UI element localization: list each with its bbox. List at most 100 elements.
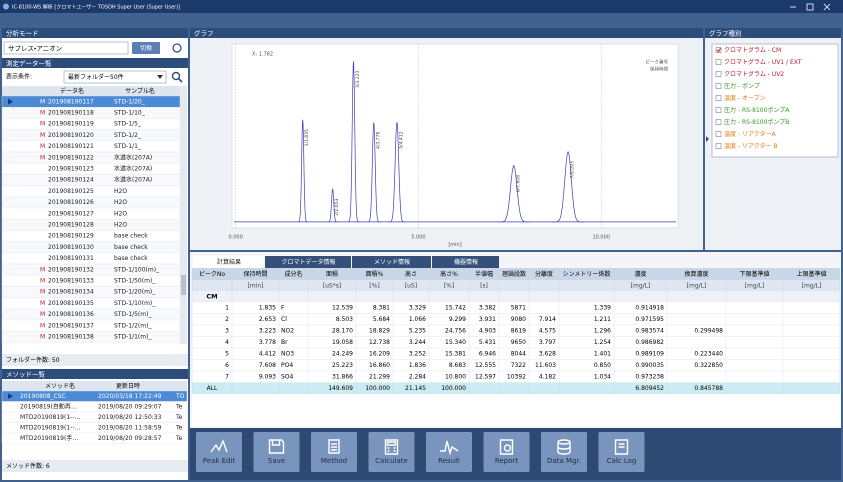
method-cell: Te (175, 435, 183, 442)
tab[interactable] (432, 256, 499, 268)
toolbar-button-label[interactable]: Report (495, 457, 518, 465)
graph-type-label[interactable]: 圧力 - RS-8100ポンプB (724, 118, 789, 126)
toolbar-button-label[interactable]: Method (321, 457, 347, 465)
checkbox[interactable] (715, 59, 722, 65)
checkbox[interactable] (715, 83, 722, 89)
sample-name: H2O (114, 222, 127, 229)
table-cell: 8.381 (373, 305, 390, 312)
toolbar-button-label[interactable]: Calculate (375, 457, 408, 465)
data-name: 201908190126 (48, 199, 94, 206)
sample-name: STD-1/20_ (114, 98, 146, 105)
method-cell: 2019/08/20 09:29:07 (98, 404, 162, 411)
table-cell: ALL (207, 385, 218, 392)
checkbox[interactable] (715, 47, 722, 53)
tab[interactable] (265, 256, 351, 268)
checkbox[interactable] (715, 143, 722, 149)
tab-label[interactable]: 計算結果 (217, 258, 241, 266)
table-cell: 0.914918 (635, 305, 664, 312)
maximize[interactable] (806, 3, 814, 11)
graph-type-label[interactable]: クロマトグラム - UV1 / EXT (724, 58, 802, 66)
toolbar-button-label[interactable]: Data Mgr. (547, 457, 581, 465)
table-cell: 5 (225, 351, 229, 358)
refresh-icon[interactable] (172, 43, 182, 53)
table-cell: 4.903 (479, 328, 496, 335)
list-header (2, 381, 187, 391)
method-flag: M (40, 121, 45, 128)
toolbar-icon (440, 440, 459, 456)
column-unit: [min] (248, 283, 264, 290)
scrollbar (180, 86, 187, 344)
table-cell: 7.608 (259, 362, 276, 369)
column-unit: [%] (444, 283, 454, 290)
collapse-arrow (706, 136, 709, 142)
table-cell: 1.034 (594, 374, 611, 381)
toolbar-button[interactable] (253, 432, 300, 472)
toolbar-button-label[interactable]: Peak Edit (203, 457, 236, 465)
toolbar-button[interactable] (541, 432, 587, 472)
graph-type-label[interactable]: 圧力 - ポンプ (724, 82, 760, 90)
graph-type-label[interactable]: クロマトグラム - UV2 (724, 70, 784, 78)
tab[interactable] (352, 256, 431, 268)
checkbox[interactable] (715, 107, 722, 113)
toolbar-button[interactable] (196, 432, 242, 472)
table-cell: 18.829 (369, 328, 390, 335)
chromatogram-peak (366, 122, 381, 223)
switch-button-label[interactable]: 切換 (140, 44, 152, 52)
dropdown-arrow (157, 75, 163, 79)
toolbar-button[interactable] (598, 432, 645, 472)
column-header: 換算濃度 (684, 270, 708, 278)
x-tick-label: 0.000 (228, 235, 242, 241)
tab[interactable] (193, 256, 264, 268)
tab-label[interactable]: 機器情報 (454, 258, 478, 266)
method-cell: TO (175, 393, 185, 400)
table-cell: 3.628 (539, 351, 556, 358)
table-cell: 9.093 (259, 374, 276, 381)
folder-count: フォルダー件数: 50 (6, 356, 60, 364)
toolbar-button-label[interactable]: Result (438, 457, 460, 465)
checkbox[interactable] (715, 119, 722, 125)
graph-type-label[interactable]: 温度 - リアクターA (724, 130, 776, 138)
table-cell: 0.971595 (635, 316, 664, 323)
toolbar-button[interactable] (426, 432, 472, 472)
panel-header-title: グラフ種別 (709, 29, 742, 38)
tab-label[interactable]: メソッド情報 (374, 258, 410, 266)
table-cell: 7 (225, 374, 229, 381)
close[interactable] (823, 3, 831, 11)
x-unit: [min] (448, 242, 461, 248)
toolbar-icon (268, 439, 285, 454)
filter-dropdown[interactable] (63, 70, 167, 84)
table-cell: 4.575 (539, 328, 556, 335)
toolbar-button[interactable] (311, 432, 357, 472)
toolbar-button[interactable] (368, 432, 415, 472)
table-cell: 0.299498 (694, 328, 723, 335)
method-cell: 20190819(自動再… (20, 403, 77, 411)
data-name: 201908190120 (48, 132, 94, 139)
tab-label[interactable]: クロマトデータ情報 (281, 258, 335, 266)
window-controls[interactable] (790, 3, 831, 11)
toolbar-button-label[interactable]: Save (268, 457, 285, 465)
graph-type-label[interactable]: 温度 - オーブン (724, 94, 766, 102)
checkbox[interactable] (715, 95, 722, 101)
method-cell: 2019/08/20 11:58:59 (98, 425, 162, 432)
method-row[interactable] (1, 432, 188, 444)
column-header: 成分名 (284, 270, 302, 278)
column-header: データ名 (60, 87, 84, 95)
table-cell: 11.603 (535, 362, 556, 369)
checkbox[interactable] (715, 71, 722, 77)
search-icon[interactable] (171, 71, 181, 81)
graph-type-label[interactable]: 圧力 - RS-8100ポンプA (724, 106, 790, 114)
graph-type-label[interactable]: 温度 - リアクター B (724, 142, 777, 150)
graph-type-label[interactable]: クロマトグラム - CM (724, 46, 781, 54)
table-cell: 9080 (511, 316, 526, 323)
switch-button[interactable] (132, 42, 160, 54)
toolbar-button-label[interactable]: Calc Log (607, 457, 637, 465)
column-unit: [mg/L] (802, 283, 822, 290)
method-cell: MTD20190819(1--… (20, 425, 81, 432)
toolbar-button[interactable] (483, 432, 530, 472)
footer-bar (2, 460, 188, 472)
table-cell: PO4 (281, 362, 293, 369)
filter-value[interactable]: 最新フォルダー50件 (68, 73, 124, 81)
table-cell: 6 (225, 362, 229, 369)
checkbox[interactable] (715, 131, 722, 137)
scroll-thumb[interactable] (181, 275, 186, 295)
